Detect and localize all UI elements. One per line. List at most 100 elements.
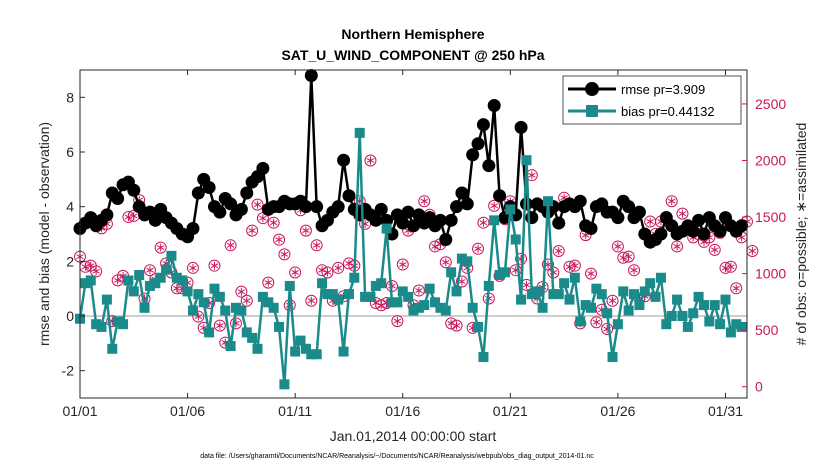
bias-point <box>161 264 172 275</box>
obs-point <box>321 266 334 279</box>
rmse-point <box>632 205 646 219</box>
bias-point <box>257 291 268 302</box>
bias-point <box>655 272 666 283</box>
rmse-point <box>519 197 533 211</box>
y-left-tick-label: 4 <box>66 199 74 215</box>
obs-point <box>111 274 124 287</box>
x-tick-label: 01/31 <box>708 403 743 419</box>
y-axis-right: 0 500 1000 1500 2000 2500 <box>742 96 786 395</box>
bias-point <box>150 278 161 289</box>
obs-marker-circle <box>552 244 565 257</box>
obs-point <box>262 276 275 289</box>
y-right-tick-label: 500 <box>755 322 779 338</box>
obs-marker-asterisk <box>442 259 450 265</box>
obs-marker-circle <box>332 261 345 274</box>
obs-point <box>143 264 156 277</box>
bias-point <box>473 321 484 332</box>
bias-point <box>666 311 677 321</box>
bias-point <box>489 215 500 226</box>
rmse-point <box>460 197 474 211</box>
obs-point <box>186 261 199 274</box>
obs-point <box>396 258 409 271</box>
obs-marker-asterisk <box>130 213 138 219</box>
bias-point <box>349 272 360 283</box>
obs-marker-circle <box>585 267 598 280</box>
bias-point <box>408 305 419 316</box>
bias-point <box>295 335 306 346</box>
obs-marker-asterisk <box>226 242 235 248</box>
rmse-point <box>100 208 114 222</box>
obs-point <box>310 239 323 252</box>
bias-point <box>322 289 333 300</box>
bias-point <box>559 278 570 289</box>
obs-marker-circle <box>676 207 689 220</box>
obs-marker-asterisk <box>528 172 536 178</box>
legend-bias-label: bias pr=0.44132 <box>621 104 715 119</box>
obs-point <box>90 265 103 278</box>
obs-marker-asterisk <box>555 248 563 254</box>
obs-marker-circle <box>364 154 377 167</box>
obs-point <box>730 282 743 295</box>
obs-point <box>246 224 259 237</box>
rmse-point <box>111 191 125 205</box>
obs-marker-circle <box>192 310 205 323</box>
obs-marker-circle <box>590 316 603 329</box>
obs-point <box>273 233 286 246</box>
obs-point <box>439 256 452 269</box>
obs-point <box>332 261 345 274</box>
bias-point <box>171 272 182 283</box>
obs-marker-circle <box>477 216 490 229</box>
obs-marker-asterisk <box>673 244 681 249</box>
y-right-tick-label: 2500 <box>755 96 786 112</box>
obs-marker-circle <box>611 240 624 253</box>
bias-point <box>236 305 247 316</box>
obs-point <box>412 284 425 297</box>
obs-marker-asterisk <box>92 268 100 274</box>
bias-point <box>193 289 204 300</box>
bias-point <box>682 321 693 332</box>
bias-point <box>586 302 597 313</box>
rmse-point <box>697 227 711 241</box>
bias-point <box>516 294 527 305</box>
obs-point <box>240 294 253 307</box>
rmse-point <box>337 153 351 167</box>
legend-bias-marker <box>586 105 598 117</box>
bias-point <box>403 291 414 302</box>
obs-marker-circle <box>391 315 404 328</box>
obs-point <box>289 266 302 279</box>
obs-marker-circle <box>515 252 528 265</box>
bias-point <box>698 300 709 311</box>
bias-point <box>645 278 656 289</box>
bias-point <box>225 341 236 352</box>
bias-point <box>456 253 467 264</box>
bias-point <box>198 297 209 308</box>
obs-marker-asterisk <box>264 280 272 286</box>
bias-point <box>451 286 462 297</box>
rmse-point <box>433 213 447 227</box>
obs-marker-circle <box>305 294 318 307</box>
obs-point <box>418 195 431 208</box>
bias-point <box>430 297 441 308</box>
bias-point <box>333 294 344 305</box>
bias-point <box>618 286 629 297</box>
bias-point <box>419 300 430 311</box>
obs-marker-circle <box>235 285 248 298</box>
rmse-point <box>573 194 587 208</box>
obs-marker-asterisk <box>237 289 246 295</box>
obs-marker-circle <box>278 248 291 261</box>
rmse-point <box>692 213 706 227</box>
rmse-point <box>487 99 501 113</box>
bias-point <box>494 270 505 280</box>
bias-point <box>139 302 150 313</box>
bias-point <box>360 291 371 302</box>
bias-point <box>252 343 263 354</box>
y-axis-left: -2 0 2 4 6 8 <box>62 89 85 379</box>
rmse-point <box>450 200 464 214</box>
bias-point <box>144 280 155 291</box>
x-axis-label: Jan.01,2014 00:00:00 start <box>330 428 497 444</box>
obs-marker-asterisk <box>727 264 735 270</box>
obs-marker-asterisk <box>571 263 579 269</box>
obs-point <box>267 216 280 229</box>
obs-point <box>477 216 490 229</box>
rmse-point <box>202 181 216 195</box>
